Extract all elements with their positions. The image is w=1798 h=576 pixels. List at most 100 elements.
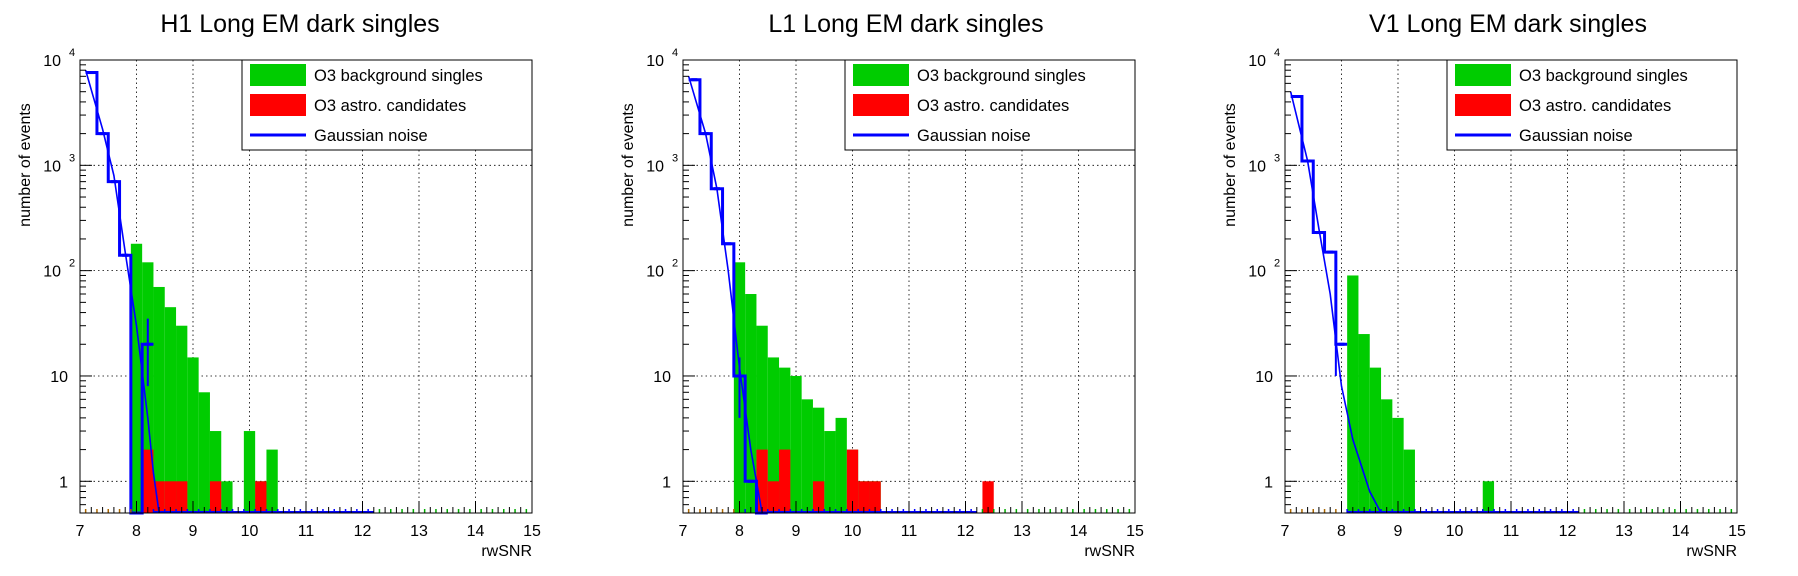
- y-tick-exponent: 2: [672, 258, 678, 270]
- y-tick-label: 10: [1255, 369, 1273, 386]
- chart-panel-2: L1 Long EM dark singles 7 8 9 10 11 12 13 14 15 1 1…: [620, 10, 1144, 560]
- histogram-bar: [164, 307, 177, 513]
- histogram-bar: [1403, 449, 1415, 513]
- legend: O3 background singles O3 astro. candidate…: [1446, 59, 1738, 151]
- y-tick-label: 10: [646, 53, 664, 70]
- y-tick-label: 10: [1248, 264, 1266, 281]
- legend-entry-label: Gaussian noise: [1519, 127, 1633, 145]
- histogram-bar: [130, 243, 143, 514]
- x-tick-label: 7: [76, 523, 85, 540]
- histogram-bar: [858, 481, 870, 513]
- series-o3-background-singles: [130, 243, 278, 514]
- histogram-bar: [846, 449, 859, 513]
- y-tick-label: 1: [1264, 474, 1273, 491]
- histogram-bar: [176, 481, 188, 513]
- x-tick-label: 15: [1728, 523, 1746, 540]
- histogram-bar: [221, 481, 233, 513]
- chart-title: H1 Long EM dark singles: [160, 10, 439, 38]
- histogram-bar: [153, 286, 165, 513]
- x-tick-label: 11: [298, 523, 315, 540]
- histogram-bar: [198, 392, 210, 513]
- x-tick-label: 9: [792, 523, 801, 540]
- y-tick-label: 10: [1248, 158, 1266, 175]
- histogram-bar: [164, 481, 177, 513]
- series-o3-astro-candidates: [756, 449, 994, 513]
- x-tick-label: 8: [735, 523, 744, 540]
- y-axis-label: number of events: [1222, 103, 1239, 227]
- histogram-bar: [142, 449, 154, 513]
- histogram-bar: [779, 449, 791, 513]
- series-gaussian-noise: [84, 69, 374, 515]
- legend-entry-label: O3 background singles: [1519, 67, 1688, 85]
- x-tick-label: 9: [189, 523, 198, 540]
- histogram-bar: [835, 417, 847, 513]
- legend-swatch: [1455, 64, 1511, 86]
- y-tick-label: 10: [43, 53, 61, 70]
- y-tick-label: 10: [646, 264, 664, 281]
- y-axis-label: number of events: [17, 103, 34, 227]
- chart-panel-1: H1 Long EM dark singles 7 8 9 10 11 12 13 14 15 1 1…: [17, 10, 541, 560]
- series-o3-background-singles: [1347, 275, 1495, 513]
- x-tick-label: 10: [241, 523, 259, 540]
- legend: O3 background singles O3 astro. candidate…: [241, 59, 533, 151]
- legend-entry-label: O3 background singles: [917, 67, 1086, 85]
- histogram-bar: [1358, 334, 1370, 513]
- gaussian-fit-curve: [687, 76, 763, 514]
- legend-swatch: [1455, 94, 1511, 116]
- y-tick-label: 10: [646, 158, 664, 175]
- chart-panel-3: V1 Long EM dark singles 7 8 9 10 11 12 13 14 15 1 1…: [1222, 10, 1746, 560]
- histogram-bar: [1381, 399, 1393, 513]
- histogram-bar: [982, 481, 994, 513]
- legend-entry-label: O3 background singles: [314, 67, 483, 85]
- histogram-bar: [1369, 367, 1382, 513]
- y-tick-label: 10: [43, 264, 61, 281]
- x-tick-label: 13: [1615, 523, 1633, 540]
- histogram-bar: [812, 407, 825, 513]
- legend-entry-label: Gaussian noise: [314, 127, 428, 145]
- x-tick-label: 10: [844, 523, 862, 540]
- histogram-bar: [176, 325, 188, 513]
- chart-title: V1 Long EM dark singles: [1369, 10, 1647, 38]
- histogram-bar: [869, 481, 881, 513]
- x-tick-label: 14: [1070, 523, 1088, 540]
- histogram-bar: [209, 431, 222, 513]
- histogram-bar: [756, 449, 768, 513]
- histogram-bar: [153, 481, 165, 513]
- chart-title: L1 Long EM dark singles: [768, 10, 1043, 38]
- histogram-bar: [812, 481, 825, 513]
- histogram-bar: [1482, 481, 1495, 513]
- y-tick-label: 10: [653, 369, 671, 386]
- y-tick-exponent: 3: [69, 152, 75, 164]
- x-tick-label: 8: [1337, 523, 1346, 540]
- x-tick-label: 14: [1672, 523, 1690, 540]
- legend: O3 background singles O3 astro. candidate…: [844, 59, 1136, 151]
- x-tick-label: 13: [410, 523, 428, 540]
- legend-entry-label: O3 astro. candidates: [917, 97, 1069, 115]
- histogram-bar: [767, 481, 780, 513]
- histogram-bar: [209, 481, 222, 513]
- y-tick-exponent: 2: [69, 258, 75, 270]
- histogram-bar: [266, 449, 278, 513]
- histogram-bar: [745, 294, 757, 513]
- y-tick-label: 10: [43, 158, 61, 175]
- y-tick-exponent: 3: [672, 152, 678, 164]
- x-tick-label: 12: [1559, 523, 1577, 540]
- legend-swatch: [250, 64, 306, 86]
- gaussian-fit-curve: [84, 69, 160, 514]
- histogram-bar: [756, 325, 768, 513]
- y-tick-label: 1: [662, 474, 671, 491]
- x-tick-label: 7: [679, 523, 688, 540]
- histogram-bar: [801, 399, 813, 513]
- x-tick-label: 12: [354, 523, 372, 540]
- y-tick-label: 10: [1248, 53, 1266, 70]
- legend-entry-label: Gaussian noise: [917, 127, 1031, 145]
- histogram-bar: [824, 431, 836, 513]
- series-gaussian-noise: [1289, 91, 1579, 514]
- legend-swatch: [853, 64, 909, 86]
- histogram-bar: [255, 481, 267, 513]
- legend-swatch: [853, 94, 909, 116]
- y-tick-exponent: 3: [1274, 152, 1280, 164]
- y-tick-exponent: 4: [672, 47, 678, 59]
- x-tick-label: 7: [1281, 523, 1290, 540]
- x-axis-label: rwSNR: [1686, 543, 1737, 560]
